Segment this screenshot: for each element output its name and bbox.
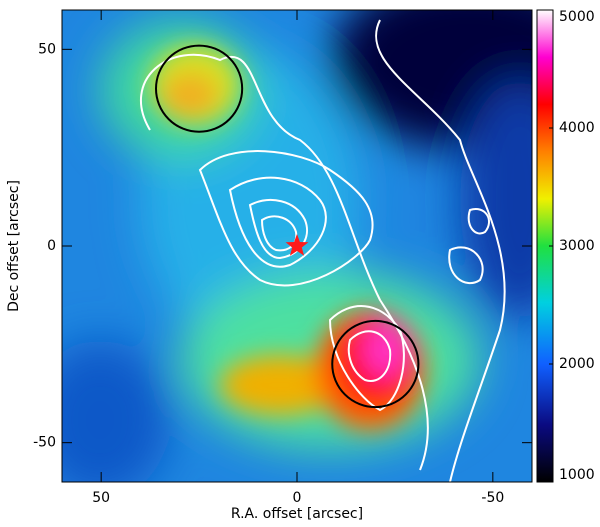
- contours: [139, 19, 506, 482]
- colorbar-tick-label: 5000: [559, 9, 595, 25]
- star-marker: [285, 234, 309, 256]
- colorbar-tick-label: 4000: [559, 120, 595, 136]
- x-tick-label: -50: [481, 490, 504, 506]
- aperture-circle: [155, 44, 244, 133]
- x-tick-label: 0: [293, 490, 302, 506]
- colorbar-tick-label: 3000: [559, 238, 595, 254]
- intensity-map: [62, 10, 532, 482]
- aperture-circle: [331, 319, 420, 409]
- y-tick-label: 50: [38, 41, 56, 57]
- colorbar-tick-label: 2000: [559, 356, 595, 372]
- x-axis-label: R.A. offset [arcsec]: [231, 506, 363, 522]
- y-tick-label: 0: [47, 238, 56, 254]
- colorbar-tick-label: 1000: [559, 467, 595, 483]
- y-tick-label: -50: [33, 435, 56, 451]
- x-tick-label: 50: [92, 490, 110, 506]
- y-axis-label: Dec offset [arcsec]: [6, 180, 22, 312]
